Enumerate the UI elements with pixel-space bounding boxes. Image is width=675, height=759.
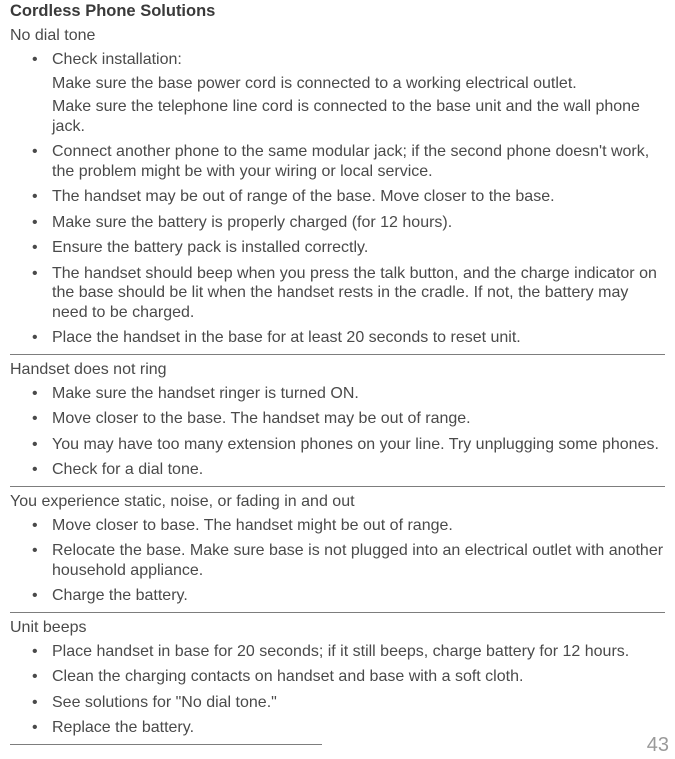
list-item-text: Connect another phone to the same modula… (52, 143, 649, 180)
list-item-text: Check installation: (52, 51, 182, 68)
bullet-list: Check installation: Make sure the base po… (10, 50, 665, 348)
list-item: Relocate the base. Make sure base is not… (38, 541, 665, 580)
list-item: Ensure the battery pack is installed cor… (38, 238, 665, 258)
section-heading: No dial tone (10, 27, 665, 45)
divider (10, 486, 665, 487)
bullet-list: Make sure the handset ringer is turned O… (10, 384, 665, 480)
list-item-subline: Make sure the telephone line cord is con… (52, 97, 665, 136)
list-item: Place the handset in the base for at lea… (38, 328, 665, 348)
list-item: Move closer to the base. The handset may… (38, 409, 665, 429)
divider (10, 612, 665, 613)
list-item-text: Move closer to the base. The handset may… (52, 410, 471, 427)
list-item: Check for a dial tone. (38, 460, 665, 480)
bullet-list: Place handset in base for 20 seconds; if… (10, 642, 665, 738)
list-item: You may have too many extension phones o… (38, 435, 665, 455)
page-content: Cordless Phone Solutions No dial tone Che… (0, 0, 675, 745)
list-item: Replace the battery. (38, 718, 665, 738)
list-item: See solutions for "No dial tone." (38, 693, 665, 713)
section-heading: Unit beeps (10, 619, 665, 637)
list-item: Clean the charging contacts on handset a… (38, 667, 665, 687)
list-item-text: Make sure the handset ringer is turned O… (52, 385, 359, 402)
list-item-text: Move closer to base. The handset might b… (52, 517, 453, 534)
list-item-text: Ensure the battery pack is installed cor… (52, 239, 368, 256)
list-item-text: Replace the battery. (52, 719, 194, 736)
list-item: Connect another phone to the same modula… (38, 142, 665, 181)
list-item-text: Place the handset in the base for at lea… (52, 329, 521, 346)
list-item-text: Place handset in base for 20 seconds; if… (52, 643, 629, 660)
section-heading: Handset does not ring (10, 361, 665, 379)
sections-container: No dial tone Check installation: Make sure… (10, 27, 665, 745)
divider (10, 744, 322, 745)
list-item-text: Make sure the battery is properly charge… (52, 214, 452, 231)
list-item: The handset may be out of range of the b… (38, 187, 665, 207)
list-item-subline: Make sure the base power cord is connect… (52, 74, 665, 94)
list-item: Make sure the battery is properly charge… (38, 213, 665, 233)
list-item-text: Relocate the base. Make sure base is not… (52, 542, 663, 579)
list-item: Check installation: Make sure the base po… (38, 50, 665, 136)
list-item-text: Clean the charging contacts on handset a… (52, 668, 523, 685)
page-title: Cordless Phone Solutions (10, 2, 665, 21)
list-item-text: See solutions for "No dial tone." (52, 694, 277, 711)
list-item: Make sure the handset ringer is turned O… (38, 384, 665, 404)
list-item: Place handset in base for 20 seconds; if… (38, 642, 665, 662)
section-heading: You experience static, noise, or fading … (10, 493, 665, 511)
list-item-text: The handset may be out of range of the b… (52, 188, 555, 205)
list-item-text: You may have too many extension phones o… (52, 436, 659, 453)
list-item-text: Charge the battery. (52, 587, 188, 604)
divider (10, 354, 665, 355)
list-item-text: Check for a dial tone. (52, 461, 203, 478)
list-item-text: The handset should beep when you press t… (52, 265, 657, 321)
list-item: Move closer to base. The handset might b… (38, 516, 665, 536)
list-item: The handset should beep when you press t… (38, 264, 665, 323)
bullet-list: Move closer to base. The handset might b… (10, 516, 665, 606)
list-item: Charge the battery. (38, 586, 665, 606)
page-number: 43 (647, 734, 669, 757)
